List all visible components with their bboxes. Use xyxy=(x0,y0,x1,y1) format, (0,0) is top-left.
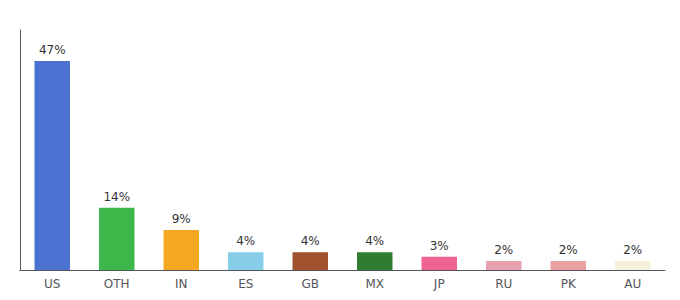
svg-text:4%: 4% xyxy=(365,234,384,248)
svg-text:PK: PK xyxy=(561,277,577,291)
svg-text:4%: 4% xyxy=(301,234,320,248)
svg-text:AU: AU xyxy=(624,277,641,291)
svg-text:RU: RU xyxy=(495,277,512,291)
svg-text:2%: 2% xyxy=(559,243,578,257)
svg-text:GB: GB xyxy=(301,277,319,291)
svg-text:2%: 2% xyxy=(623,243,642,257)
svg-text:4%: 4% xyxy=(236,234,255,248)
svg-text:MX: MX xyxy=(365,277,384,291)
svg-text:2%: 2% xyxy=(494,243,513,257)
svg-text:OTH: OTH xyxy=(104,277,130,291)
svg-text:9%: 9% xyxy=(172,212,191,226)
svg-text:JP: JP xyxy=(433,277,445,291)
svg-text:3%: 3% xyxy=(430,239,449,253)
svg-text:47%: 47% xyxy=(39,43,66,57)
svg-text:US: US xyxy=(44,277,60,291)
svg-text:ES: ES xyxy=(238,277,253,291)
svg-text:IN: IN xyxy=(175,277,188,291)
svg-text:14%: 14% xyxy=(103,190,130,204)
